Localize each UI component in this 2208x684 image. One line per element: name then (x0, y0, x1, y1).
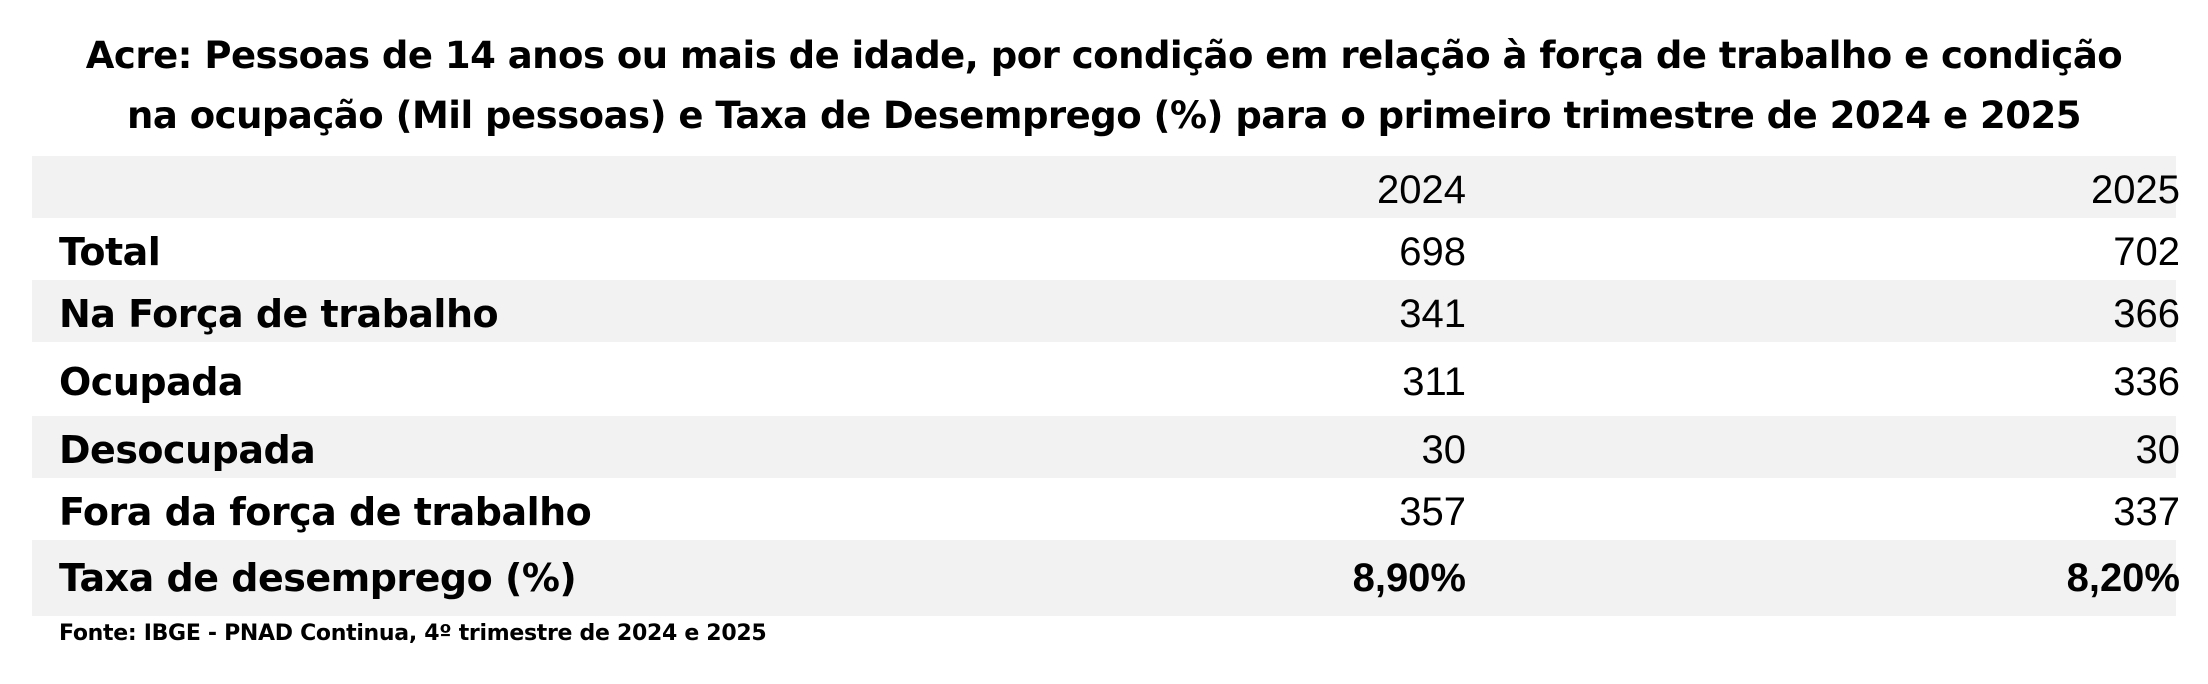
cell-value-2025: 337 (2113, 490, 2180, 534)
cell-value-2024: 8,90% (1352, 556, 1466, 600)
row-label: Fora da força de trabalho (59, 490, 592, 534)
table-row-ocupada: Ocupada 311 336 (32, 342, 2180, 416)
cell-value-2025: 336 (2113, 360, 2180, 404)
table-row-taxa-desemprego: Taxa de desemprego (%) 8,90% 8,20% (32, 540, 2180, 616)
table-row-desocupada: Desocupada 30 30 (32, 416, 2180, 478)
row-label: Na Força de trabalho (59, 292, 499, 336)
row-label: Taxa de desemprego (%) (59, 556, 577, 600)
cell-value-2025: 702 (2113, 230, 2180, 274)
chart-title: Acre: Pessoas de 14 anos ou mais de idad… (0, 26, 2208, 146)
row-label: Total (59, 230, 161, 274)
cell-value-2025: 366 (2113, 292, 2180, 336)
table-row-fora-da-forca: Fora da força de trabalho 357 337 (32, 478, 2180, 540)
cell-value-2025: 30 (2135, 428, 2181, 472)
data-table: 2024 2025 Total 698 702 Na Força de trab… (32, 156, 2180, 616)
cell-value-2024: 698 (1399, 230, 1466, 274)
cell-value-2025: 8,20% (2066, 556, 2180, 600)
cell-value-2024: 357 (1399, 490, 1466, 534)
cell-value-2024: 311 (1402, 360, 1466, 404)
cell-value-2024: 341 (1399, 292, 1466, 336)
table-row-forca-de-trabalho: Na Força de trabalho 341 366 (32, 280, 2180, 342)
chart-title-line-1: Acre: Pessoas de 14 anos ou mais de idad… (85, 34, 2123, 77)
column-header-2025: 2025 (2091, 168, 2180, 212)
column-header-2024: 2024 (1377, 168, 1466, 212)
table-row-total: Total 698 702 (32, 218, 2180, 280)
row-label: Desocupada (59, 428, 316, 472)
row-label: Ocupada (59, 360, 244, 404)
source-note: Fonte: IBGE - PNAD Continua, 4º trimestr… (59, 621, 767, 646)
table-header-row: 2024 2025 (32, 156, 2180, 218)
chart-title-line-2: na ocupação (Mil pessoas) e Taxa de Dese… (127, 94, 2081, 137)
cell-value-2024: 30 (1421, 428, 1467, 472)
